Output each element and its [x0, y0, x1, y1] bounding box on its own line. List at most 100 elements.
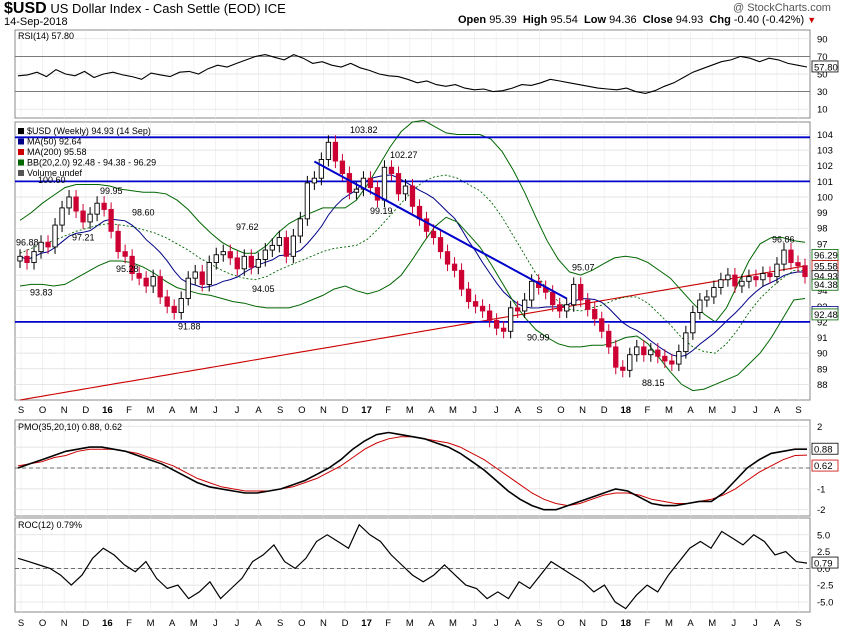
candle-body	[388, 166, 395, 174]
candle-body	[465, 288, 472, 303]
roc-x-tick-label: A	[774, 618, 781, 629]
candle-body	[423, 218, 430, 232]
close-value: 94.93	[675, 14, 704, 26]
price-x-tick-label: J	[731, 405, 736, 416]
candle-body	[781, 249, 787, 265]
price-x-tick-label: M	[665, 405, 673, 416]
candle-body	[262, 249, 268, 260]
price-x-tick-label: D	[82, 405, 89, 416]
roc-x-tick-label: M	[147, 618, 155, 629]
candle-body	[620, 366, 626, 371]
bb-upper-band	[19, 119, 806, 323]
price-x-tick-label: J	[494, 405, 499, 416]
trendline	[313, 160, 568, 300]
roc-x-tick-label: 16	[102, 618, 113, 629]
roc-x-tick-label: A	[255, 618, 262, 629]
candle-body	[276, 237, 282, 246]
rsi-tick-label: 50	[817, 70, 828, 81]
ma200-line	[19, 265, 806, 401]
price-x-tick-label: J	[213, 405, 218, 416]
chg-value: -0.40 (-0.42%)	[733, 14, 805, 26]
candle-body	[367, 177, 374, 189]
candle-body	[269, 244, 275, 251]
roc-x-tick-label: O	[298, 618, 305, 629]
price-tick-label: 91	[817, 333, 828, 344]
candle-body	[697, 299, 703, 313]
price-annotation: 90.99	[527, 333, 550, 343]
roc-x-tick-label: F	[126, 618, 132, 629]
candle-body	[178, 298, 184, 313]
roc-x-tick-label: J	[753, 618, 758, 629]
bb-middle-band	[19, 174, 805, 354]
price-right-label: 94.38	[814, 280, 838, 291]
roc-x-tick-label: N	[61, 618, 68, 629]
roc-x-tick-label: M	[449, 618, 457, 629]
price-x-tick-label: A	[169, 405, 176, 416]
roc-x-tick-label: O	[557, 618, 564, 629]
price-tick-label: 102	[817, 161, 833, 172]
candle-body	[185, 277, 191, 299]
candle-body	[585, 299, 591, 310]
price-tick-label: 97	[817, 239, 828, 250]
price-annotation: 102.27	[390, 150, 418, 160]
open-label: Open	[458, 14, 487, 26]
price-legend-item: $USD (Weekly) 94.93 (14 Sep)	[27, 126, 151, 136]
candle-body	[395, 173, 402, 195]
candle-body	[115, 230, 121, 253]
candle-body	[774, 263, 780, 278]
rsi-tick-label: 70	[817, 52, 828, 63]
roc-x-tick-label: A	[687, 618, 694, 629]
price-tick-label: 101	[817, 177, 833, 188]
candle-body	[171, 305, 177, 313]
price-x-tick-label: A	[255, 405, 262, 416]
pmo-tick-label: -1	[817, 484, 825, 495]
price-x-tick-label: S	[536, 405, 542, 416]
candle-body	[437, 237, 444, 253]
candle-body	[45, 241, 51, 248]
pmo-last-value: 0.88	[814, 445, 833, 456]
candle-body	[227, 251, 233, 259]
price-tick-label: 88	[817, 380, 828, 391]
roc-x-tick-label: D	[342, 618, 349, 629]
roc-x-tick-label: D	[601, 618, 608, 629]
price-tick-label: 99	[817, 208, 828, 219]
candle-body	[234, 257, 240, 270]
price-x-tick-label: 16	[102, 405, 113, 416]
price-annotation: 96.86	[772, 234, 795, 244]
candle-body	[332, 141, 339, 162]
price-x-tick-label: N	[61, 405, 68, 416]
price-x-tick-label: O	[298, 405, 305, 416]
price-x-tick-label: N	[320, 405, 327, 416]
roc-tick-label: -2.5	[817, 581, 833, 592]
candle-body	[241, 255, 247, 270]
price-x-tick-label: M	[190, 405, 198, 416]
candle-body	[129, 255, 135, 274]
rsi-tick-label: 90	[817, 34, 828, 45]
roc-x-tick-label: N	[320, 618, 327, 629]
roc-tick-label: 2.5	[817, 547, 830, 558]
price-annotation: 99.19	[370, 206, 393, 216]
roc-x-tick-label: M	[708, 618, 716, 629]
candle-body	[66, 196, 72, 209]
candle-body	[718, 279, 724, 289]
candle-body	[760, 273, 766, 281]
source-credit[interactable]: @ StockCharts.com	[733, 2, 831, 14]
roc-x-tick-label: M	[665, 618, 673, 629]
roc-x-tick-label: S	[18, 618, 24, 629]
roc-x-tick-label: J	[472, 618, 477, 629]
rsi-legend: RSI(14) 57.80	[18, 31, 74, 41]
price-annotation: 91.88	[178, 322, 201, 332]
candle-body	[24, 255, 30, 264]
price-annotation: 97.21	[72, 233, 95, 243]
price-x-tick-label: N	[579, 405, 586, 416]
price-tick-label: 98	[817, 224, 828, 235]
roc-x-tick-label: F	[644, 618, 650, 629]
price-tick-label: 90	[817, 349, 828, 360]
pmo-tick-label: 2	[817, 422, 822, 433]
candle-body	[746, 276, 752, 282]
rsi-last-box	[811, 60, 839, 73]
candle-body	[514, 307, 521, 312]
price-legend-item: BB(20,2.0) 92.48 - 94.38 - 96.29	[27, 158, 156, 168]
price-right-label: 96.29	[814, 250, 838, 261]
